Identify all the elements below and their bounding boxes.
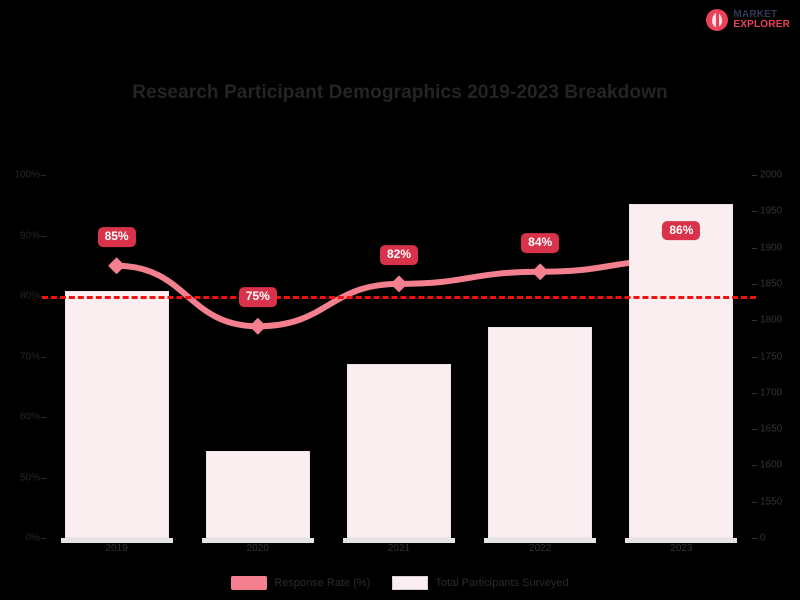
y-axis-left-tick: 0% (25, 532, 40, 544)
y-axis-right-tick: 1550 (760, 496, 783, 508)
legend-swatch-line (231, 576, 268, 590)
y-axis-right-tick: 2000 (760, 169, 783, 181)
legend-swatch-bar (392, 576, 429, 590)
x-axis-tick-2021: 2021 (387, 543, 411, 554)
y-axis-right-tick: 1700 (760, 387, 783, 399)
y-axis-right-tickmark (752, 247, 757, 249)
data-label-2021: 82% (379, 244, 419, 265)
response-rate-line (113, 256, 685, 330)
brand-logo: MARKET EXPLORER (706, 6, 790, 34)
y-axis-left-tick: 90% (19, 230, 40, 241)
data-label-2023: 86% (662, 220, 701, 241)
legend-label: Total Participants Surveyed (435, 577, 569, 589)
bar-2022[interactable] (488, 327, 593, 538)
x-axis-tick-2023: 2023 (670, 543, 693, 554)
droplet-circle-icon (706, 9, 729, 31)
bar-base-shadow (484, 538, 597, 543)
chart-title: Research Participant Demographics 2019-2… (132, 82, 668, 103)
bar-2020[interactable] (205, 450, 310, 538)
y-axis-right-tick: 1800 (760, 314, 783, 326)
bar-2021[interactable] (347, 363, 451, 538)
y-axis-left-tickmark (41, 417, 46, 418)
legend-label: Response Rate (%) (274, 577, 371, 589)
y-axis-left-tickmark (41, 538, 46, 539)
y-axis-right-tickmark (752, 283, 757, 285)
legend-item-1[interactable]: Total Participants Surveyed (392, 576, 569, 590)
y-axis-right-tick: 1750 (760, 351, 783, 362)
logo-text: MARKET EXPLORER (733, 8, 790, 30)
y-axis-left-tickmark (41, 477, 46, 479)
reference-line-target-threshold (42, 296, 756, 299)
bar-base-shadow (60, 538, 173, 543)
y-axis-right-tickmark (752, 538, 757, 539)
x-axis-tick-2022: 2022 (529, 543, 552, 554)
y-axis-right-tickmark (752, 465, 757, 467)
y-axis-left-tick: 70% (19, 351, 40, 362)
line-marker-2021[interactable] (390, 275, 408, 293)
data-label-2020: 75% (238, 287, 277, 308)
y-axis-right-tickmark (752, 392, 757, 394)
line-marker-2020[interactable] (249, 317, 267, 335)
y-axis-left-tick: 60% (19, 411, 40, 423)
bar-2019[interactable] (64, 291, 169, 538)
y-axis-left-tickmark (41, 175, 46, 176)
logo-line-2: EXPLORER (733, 19, 790, 30)
y-axis-right-tick: 1600 (760, 459, 783, 471)
bar-2023[interactable] (629, 204, 734, 538)
y-axis-right-tick: 1650 (760, 423, 783, 435)
data-label-2019: 85% (97, 226, 136, 247)
y-axis-left-tickmark (41, 356, 46, 358)
x-axis-tick-2019: 2019 (105, 543, 128, 554)
logo-line-1: MARKET (733, 8, 778, 20)
bar-base-shadow (201, 538, 314, 543)
y-axis-right-tickmark (752, 429, 757, 431)
y-axis-right-tick: 0 (760, 532, 766, 544)
y-axis-left-tick: 50% (19, 472, 40, 483)
y-axis-left-tick: 80% (19, 290, 40, 302)
y-axis-right-tickmark (752, 211, 757, 213)
y-axis-right-tick: 1950 (760, 205, 783, 217)
y-axis-left-tick: 100% (14, 169, 40, 181)
chart-legend: Response Rate (%) Total Participants Surv… (0, 576, 800, 590)
x-axis-tick-2020: 2020 (246, 543, 269, 554)
bar-base-shadow (625, 538, 738, 543)
y-axis-right-tickmark (752, 356, 757, 358)
y-axis-right-tickmark (752, 501, 757, 503)
y-axis-right-tickmark (752, 320, 757, 322)
y-axis-right-tick: 1850 (760, 278, 783, 290)
data-label-2022: 84% (521, 232, 560, 253)
line-marker-2019[interactable] (108, 257, 126, 275)
y-axis-right-tickmark (752, 175, 757, 176)
line-marker-2022[interactable] (531, 263, 549, 281)
y-axis-right-tick: 1900 (760, 242, 783, 254)
plot-area: 100% 90% 80% 70% 60% 50% 0% 2000 1950 1900 1850 180… (14, 170, 782, 555)
legend-item-0[interactable]: Response Rate (%) (231, 576, 370, 590)
bar-base-shadow (343, 538, 455, 543)
y-axis-left-tickmark (41, 235, 46, 237)
